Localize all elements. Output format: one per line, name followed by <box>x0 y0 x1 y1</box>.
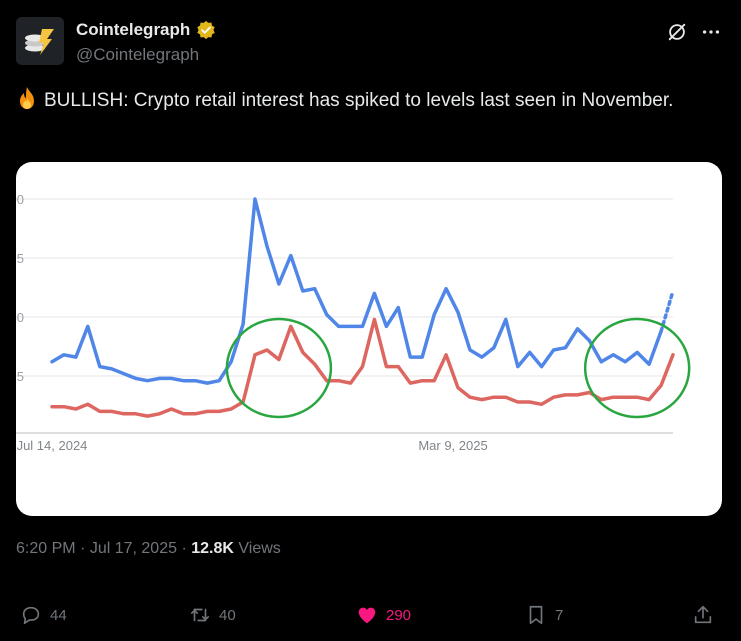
share-button[interactable] <box>692 595 714 635</box>
red-series-line <box>50 317 675 418</box>
author-name[interactable]: Cointelegraph <box>76 20 216 40</box>
x-axis-ticks: Jul 14, 2024 Mar 9, 2025 <box>17 438 488 453</box>
meta-separator-1: · <box>75 540 90 557</box>
bookmark-button[interactable]: 7 <box>525 595 563 635</box>
chart-grid <box>16 198 673 434</box>
chart-series <box>50 197 675 418</box>
chart-annotations <box>225 317 691 419</box>
tweet-meta: 6:20 PM · Jul 17, 2025 · 12.8K Views <box>16 540 281 558</box>
interest-chart: 100 75 50 25 Jul 14, 2024 Mar 9, 2025 <box>16 192 691 453</box>
reply-count: 44 <box>50 606 67 624</box>
fire-icon <box>20 87 34 109</box>
repost-button[interactable]: 40 <box>189 595 236 635</box>
tweet-text: BULLISH: Crypto retail interest has spik… <box>16 86 716 114</box>
tweet-actions: 44 40 290 7 <box>0 595 741 635</box>
verified-badge-icon <box>197 20 216 40</box>
x-tick-label: Jul 14, 2024 <box>17 438 88 453</box>
bookmark-count: 7 <box>555 606 564 624</box>
meta-separator-2: · <box>177 540 192 557</box>
tweet-text-content: BULLISH: Crypto retail interest has spik… <box>44 90 674 111</box>
tweet-header: Cointelegraph @Cointelegraph <box>16 17 725 67</box>
y-tick-label: 50 <box>16 310 24 325</box>
bookmark-icon <box>529 605 543 625</box>
repost-icon <box>190 608 210 622</box>
views-label: Views <box>238 540 281 557</box>
like-count: 290 <box>386 606 412 624</box>
more-options-icon[interactable] <box>700 21 722 43</box>
blue-series-line <box>50 197 663 385</box>
grok-icon[interactable] <box>666 21 688 43</box>
heart-filled-icon <box>358 607 376 624</box>
author-name-text[interactable]: Cointelegraph <box>76 20 191 39</box>
like-button[interactable]: 290 <box>356 595 411 635</box>
repost-count: 40 <box>219 606 236 624</box>
y-axis-ticks: 100 75 50 25 <box>16 192 24 384</box>
reply-button[interactable]: 44 <box>20 595 67 635</box>
avatar[interactable] <box>16 17 64 65</box>
y-tick-label: 100 <box>16 192 24 207</box>
cointelegraph-logo-icon <box>16 17 64 65</box>
y-tick-label: 25 <box>16 369 24 384</box>
share-icon <box>694 605 712 624</box>
tweet-time[interactable]: 6:20 PM <box>16 540 76 557</box>
views-count: 12.8K <box>191 540 234 557</box>
x-tick-label: Mar 9, 2025 <box>418 438 487 453</box>
highlight-circle <box>583 317 691 419</box>
chart-image[interactable]: 100 75 50 25 Jul 14, 2024 Mar 9, 2025 <box>16 162 722 516</box>
author-handle[interactable]: @Cointelegraph <box>76 45 200 64</box>
highlight-circle <box>225 317 333 419</box>
reply-icon <box>22 606 40 625</box>
tweet-date[interactable]: Jul 17, 2025 <box>89 540 177 557</box>
y-tick-label: 75 <box>16 251 24 266</box>
